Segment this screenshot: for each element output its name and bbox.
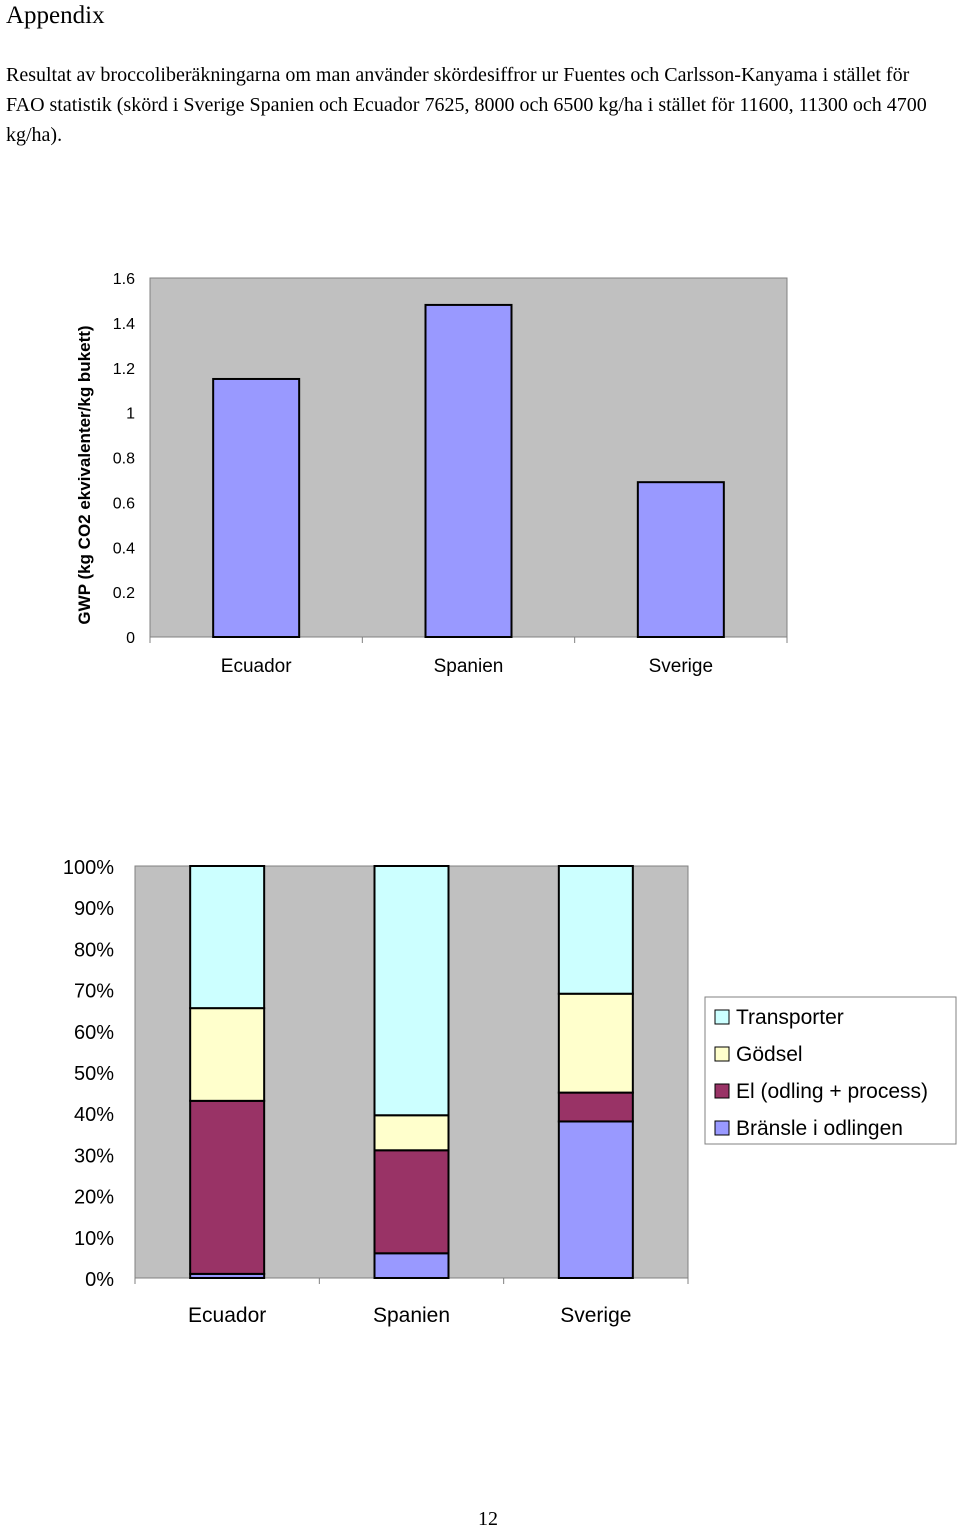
segment-transporter-sverige [557, 865, 634, 995]
legend-box [704, 996, 957, 1145]
bar-sverige [636, 481, 725, 638]
legend-swatch [714, 1009, 730, 1025]
x-tick-label: Ecuador [221, 656, 292, 677]
page-heading: Appendix [6, 2, 105, 29]
y-tick-label: 100% [63, 857, 114, 879]
y-tick-label: 1 [126, 406, 135, 423]
y-tick-label: 1.4 [113, 316, 135, 333]
legend-swatch [714, 1083, 730, 1099]
legend-swatch [714, 1046, 730, 1062]
segment-el-spanien [373, 1149, 450, 1255]
intro-paragraph: Resultat av broccoliberäkningarna om man… [6, 64, 927, 146]
segment-el-ecuador [189, 1099, 266, 1275]
y-tick-label: 50% [74, 1063, 114, 1085]
y-axis-label: GWP (kg CO2 ekvivalenter/kg bukett) [75, 325, 94, 624]
x-tick-label: Ecuador [188, 1304, 266, 1327]
y-tick-label: 0.2 [113, 585, 135, 602]
segment-transporter-ecuador [189, 865, 266, 1010]
y-tick-label: 60% [74, 1022, 114, 1044]
x-tick-label: Spanien [434, 656, 504, 677]
x-tick-label: Sverige [560, 1304, 631, 1327]
segment-el-sverige [557, 1091, 634, 1123]
bar-ecuador [212, 377, 301, 638]
y-tick-label: 0% [85, 1269, 114, 1291]
gwp-bar-chart: 0 0.2 0.4 0.6 0.8 1 1.2 1.4 1.6 Ecuador Spanien Sve… [75, 271, 788, 677]
y-tick-label: 0.8 [113, 451, 135, 468]
segment-bransle-sverige [557, 1120, 634, 1279]
legend-label: El (odling + process) [736, 1080, 928, 1103]
x-tick-label: Spanien [373, 1304, 450, 1327]
y-tick-label: 10% [74, 1228, 114, 1250]
legend-label: Gödsel [736, 1043, 803, 1066]
y-tick-label: 0 [126, 630, 135, 647]
legend-label: Transporter [736, 1006, 844, 1029]
segment-bransle-spanien [373, 1252, 450, 1280]
y-tick-label: 0.4 [113, 540, 135, 557]
segment-transporter-spanien [373, 865, 450, 1117]
y-tick-label: 80% [74, 939, 114, 961]
segment-godsel-spanien [373, 1114, 450, 1152]
segment-godsel-ecuador [189, 1007, 266, 1102]
y-tick-label: 1.6 [113, 271, 135, 288]
segment-godsel-sverige [557, 992, 634, 1094]
y-tick-label: 20% [74, 1187, 114, 1209]
legend-swatch [714, 1120, 730, 1136]
y-tick-label: 90% [74, 898, 114, 920]
page-number: 12 [478, 1508, 498, 1530]
y-tick-label: 40% [74, 1104, 114, 1126]
x-tick-label: Sverige [649, 656, 713, 677]
y-tick-label: 0.6 [113, 495, 135, 512]
share-stacked-chart: 0% 10% 20% 30% 40% 50% 60% 70% 80% 90% 100% Ecuador… [63, 857, 957, 1327]
y-tick-label: 1.2 [113, 361, 135, 378]
y-tick-label: 70% [74, 981, 114, 1003]
legend-label: Bränsle i odlingen [736, 1117, 903, 1140]
y-tick-label: 30% [74, 1145, 114, 1167]
bar-spanien [424, 303, 513, 638]
